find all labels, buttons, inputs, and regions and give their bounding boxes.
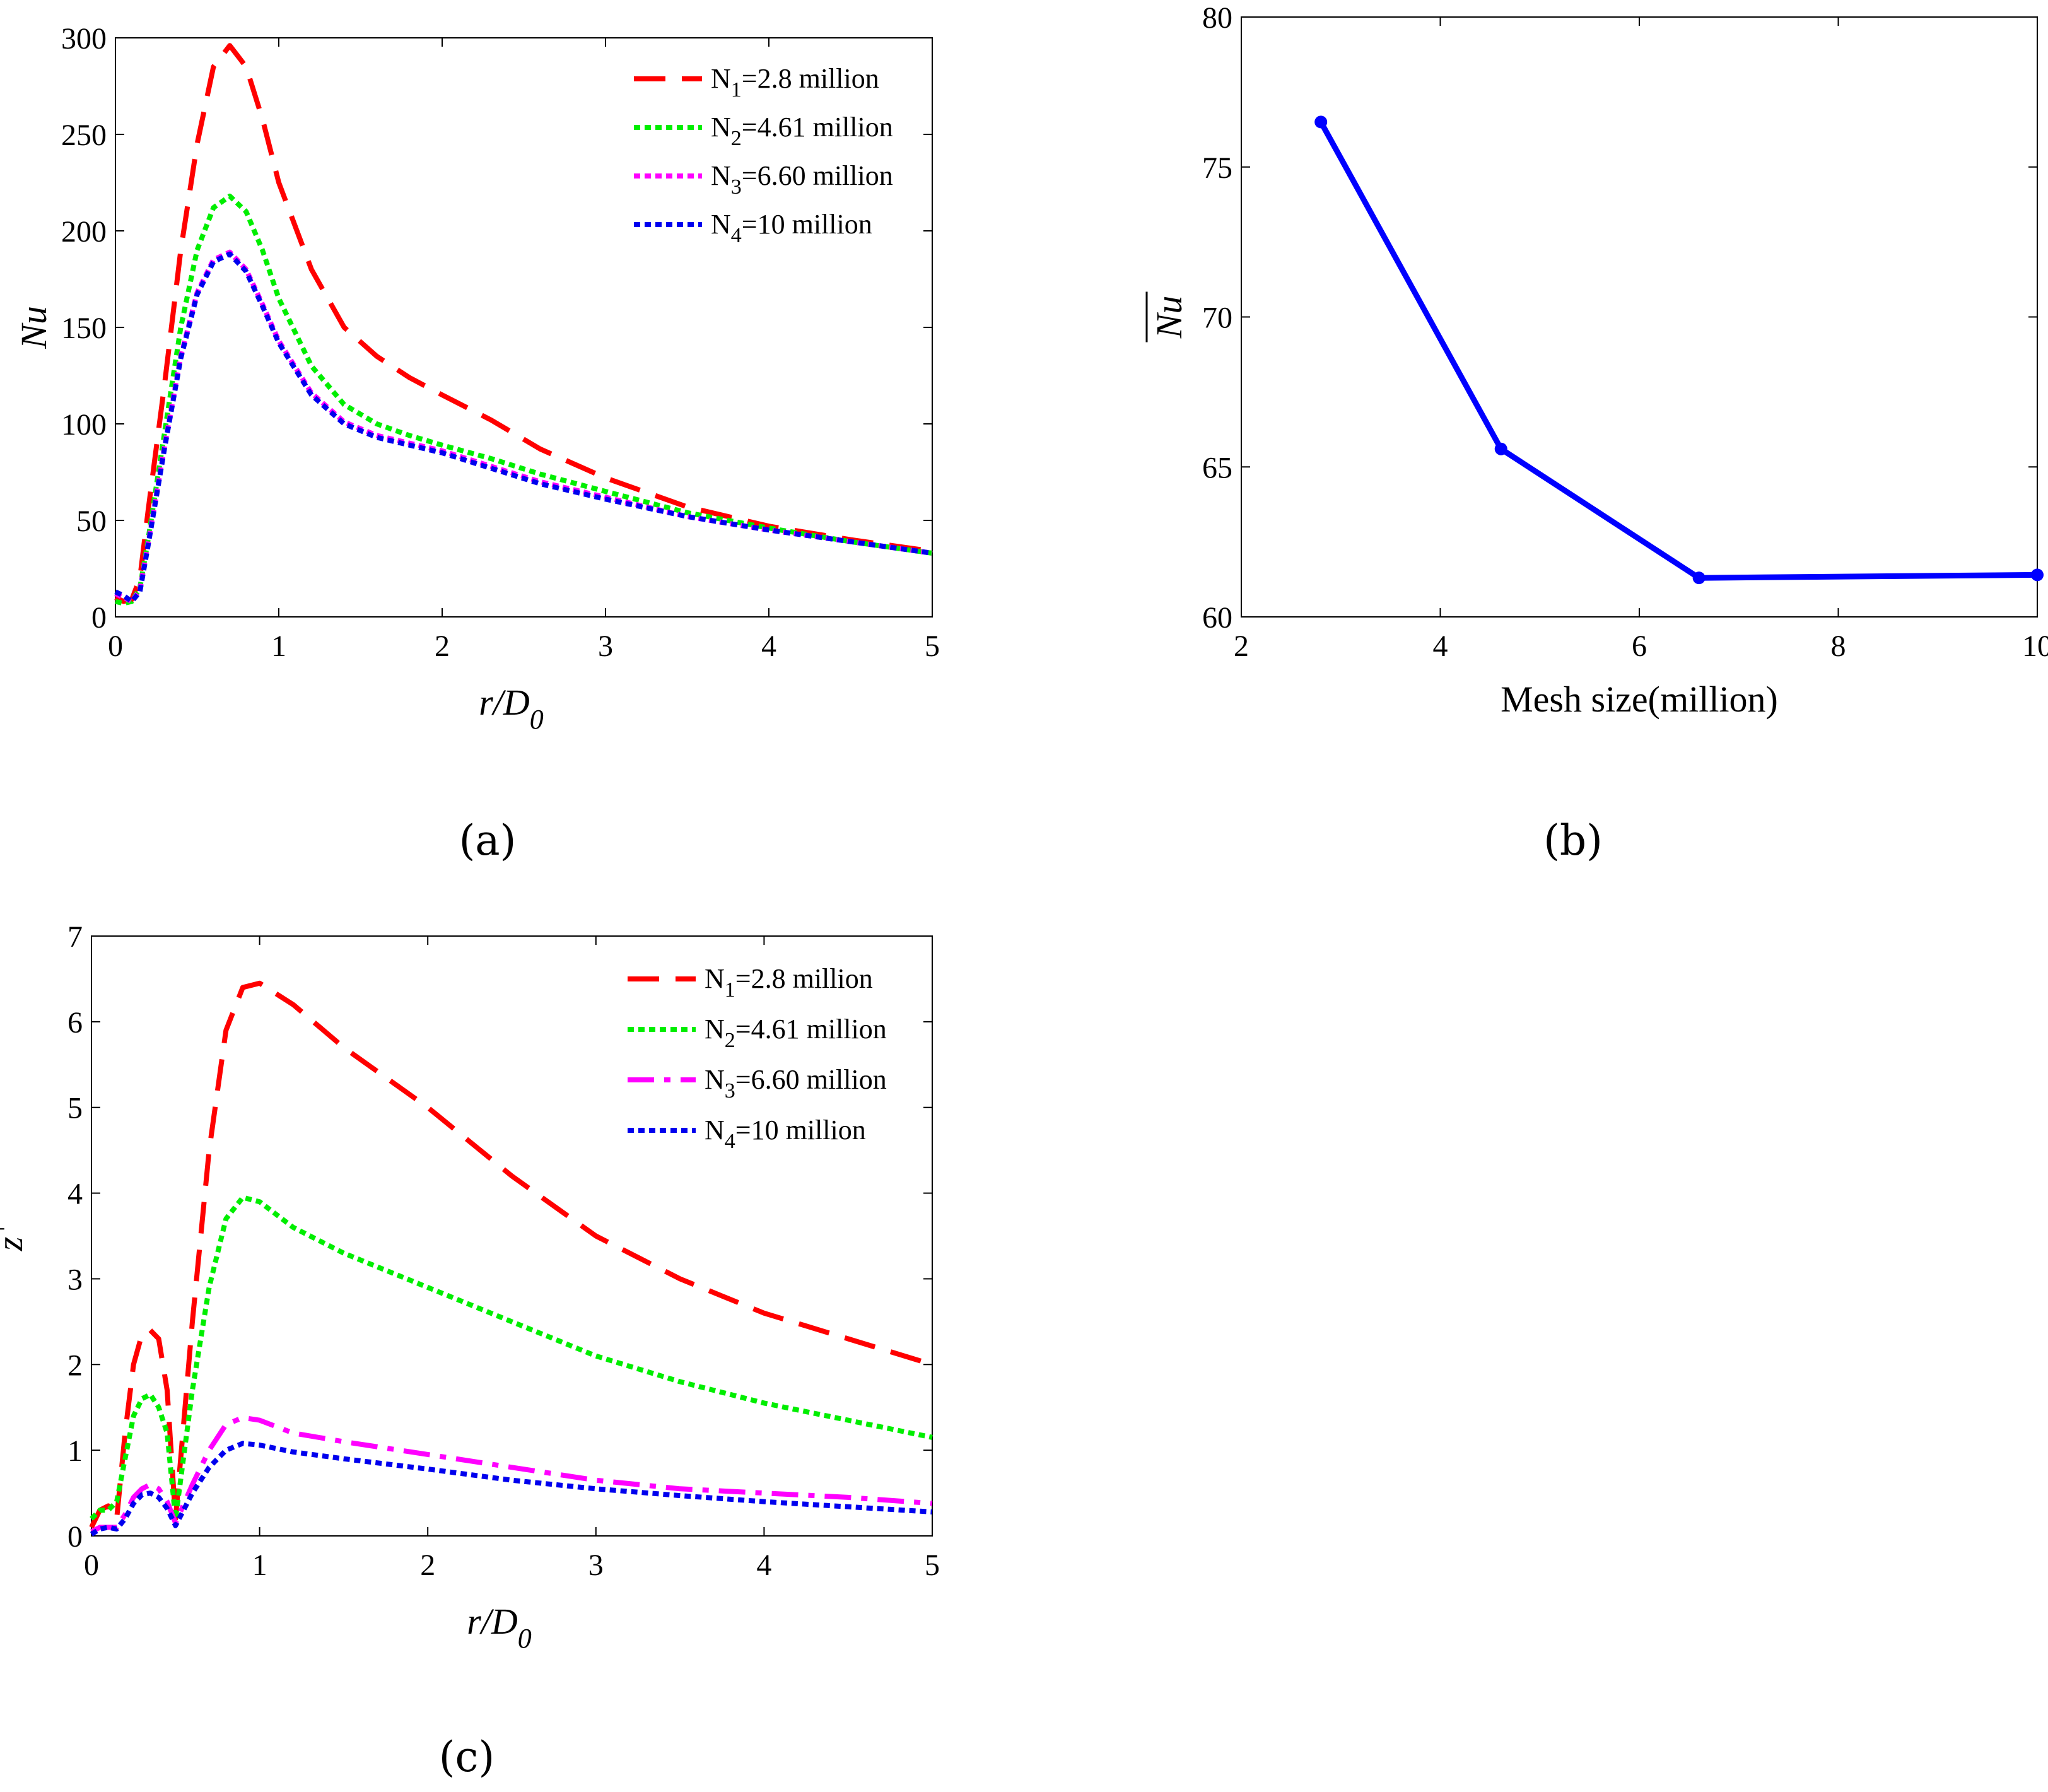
y-axis-label: Nu: [1149, 296, 1190, 339]
y-tick-label: 100: [61, 408, 107, 442]
x-tick-label: 8: [1831, 630, 1846, 663]
chart-panel-b: 2 4 6 8 10 60 65 70 75 80 Mesh size(million) Nu: [1145, 1, 2048, 720]
legend-label-2: N2=4.61 million: [711, 112, 893, 150]
x-tick-label: 0: [84, 1549, 99, 1582]
series-line-2: [115, 193, 933, 606]
legend-label-1: N1=2.8 million: [711, 63, 879, 102]
x-tick-label: 2: [420, 1549, 435, 1582]
chart-panel-c: 0 1 2 3 4 5 0 1 2 3 4 5 6 7 r/D0 z+ N1=2.8 million N2=4.6…: [0, 920, 940, 1654]
caption-c: (c): [439, 1733, 494, 1781]
series-line-1: [89, 980, 933, 1529]
y-tick-label: 0: [91, 601, 107, 635]
x-axis-label-sub: 0: [518, 1623, 532, 1654]
series-line-1: [114, 43, 933, 604]
x-tick-label: 1: [271, 630, 286, 663]
data-point: [1494, 442, 1507, 455]
axes-box: [91, 935, 933, 1537]
x-tick-label: 6: [1632, 630, 1647, 663]
x-tick-label: 2: [1234, 630, 1249, 663]
y-tick-label: 5: [67, 1092, 83, 1125]
data-point: [1692, 571, 1706, 585]
y-tick-label: 7: [67, 920, 83, 954]
x-tick-label: 0: [108, 630, 123, 663]
x-tick-label: 10: [2022, 630, 2048, 663]
y-tick-label: 65: [1202, 451, 1232, 484]
series-line-3: [114, 249, 933, 604]
series-line-1: [1318, 120, 2038, 581]
y-axis-label: z+: [0, 1221, 30, 1251]
y-tick-label: 75: [1202, 151, 1232, 185]
legend-label-3: N3=6.60 million: [705, 1064, 887, 1103]
y-tick-label: 60: [1202, 601, 1232, 635]
legend-label-1: N1=2.8 million: [705, 963, 873, 1002]
legend-label-3: N3=6.60 million: [711, 160, 893, 199]
y-axis-label-sup: +: [0, 1221, 13, 1237]
y-tick-label: 2: [67, 1349, 83, 1382]
series-line-2: [90, 1195, 933, 1521]
x-axis-label: Mesh size(million): [1501, 679, 1778, 720]
y-tick-label: 3: [67, 1263, 83, 1296]
data-point: [1314, 115, 1328, 129]
y-tick-label: 80: [1202, 1, 1232, 35]
x-tick-label: 2: [435, 630, 450, 663]
series-line-3: [90, 1415, 933, 1534]
y-tick-label: 200: [61, 215, 107, 249]
x-axis-label: r/D0: [479, 682, 544, 735]
axes-box: [1241, 16, 2038, 618]
legend-label-2: N2=4.61 million: [705, 1014, 887, 1052]
data-point: [2031, 568, 2044, 582]
y-tick-label: 300: [61, 22, 107, 56]
x-axis-label-sub: 0: [530, 704, 544, 735]
x-tick-label: 5: [925, 630, 940, 663]
x-tick-label: 4: [761, 630, 776, 663]
x-tick-label: 4: [1433, 630, 1448, 663]
legend: N1=2.8 million N2=4.61 million N3=6.60 mil…: [628, 963, 887, 1153]
x-tick-label: 5: [925, 1549, 940, 1582]
legend: N1=2.8 million N2=4.61 million N3=6.60 mil…: [634, 63, 893, 247]
legend-label-4: N4=10 million: [705, 1115, 866, 1153]
series-line-4: [90, 1441, 933, 1537]
y-tick-label: 50: [76, 505, 107, 538]
series-line-4: [114, 251, 933, 604]
caption-a: (a): [459, 816, 517, 865]
y-tick-label: 1: [67, 1434, 83, 1468]
y-tick-label: 4: [67, 1178, 83, 1211]
x-tick-label: 1: [252, 1549, 267, 1582]
y-tick-label: 0: [67, 1520, 83, 1554]
y-tick-label: 150: [61, 312, 107, 345]
y-axis-label: Nu: [13, 306, 54, 349]
y-tick-label: 250: [61, 119, 107, 152]
x-tick-label: 3: [588, 1549, 604, 1582]
x-tick-label: 4: [756, 1549, 771, 1582]
y-tick-label: 6: [67, 1006, 83, 1039]
x-tick-label: 3: [598, 630, 613, 663]
caption-b: (b): [1543, 816, 1603, 865]
y-tick-label: 70: [1202, 302, 1232, 335]
x-axis-label: r/D0: [467, 1601, 532, 1654]
legend-label-4: N4=10 million: [711, 209, 872, 247]
